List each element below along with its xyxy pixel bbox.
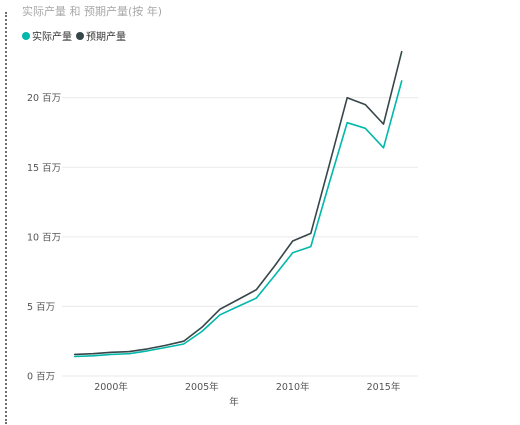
legend-label-actual: 实际产量 xyxy=(32,32,72,43)
x-tick-label: 2005年 xyxy=(185,381,219,393)
chart-title: 实际产量 和 预期产量(按 年) xyxy=(22,5,163,18)
legend-label-expected: 预期产量 xyxy=(86,32,126,43)
legend-item-expected[interactable]: 预期产量 xyxy=(76,28,126,43)
series-line-actual[interactable] xyxy=(73,80,403,358)
y-tick-label: 5 百万 xyxy=(27,302,55,313)
y-tick-label: 15 百万 xyxy=(27,163,61,174)
x-tick-label: 2010年 xyxy=(276,381,310,393)
visual-resize-handle[interactable] xyxy=(5,12,7,424)
y-tick-label: 10 百万 xyxy=(27,232,61,243)
legend-item-actual[interactable]: 实际产量 xyxy=(22,28,72,43)
legend-marker-actual xyxy=(22,31,30,40)
series-line-expected[interactable] xyxy=(73,50,403,356)
x-axis-title: 年 xyxy=(229,396,239,408)
y-tick-label: 0 百万 xyxy=(27,372,55,383)
y-tick-label: 20 百万 xyxy=(27,93,61,104)
legend-marker-expected xyxy=(76,31,84,40)
legend: 实际产量 预期产量 xyxy=(22,28,130,43)
x-tick-label: 2000年 xyxy=(94,381,128,393)
x-tick-label: 2015年 xyxy=(367,381,401,393)
